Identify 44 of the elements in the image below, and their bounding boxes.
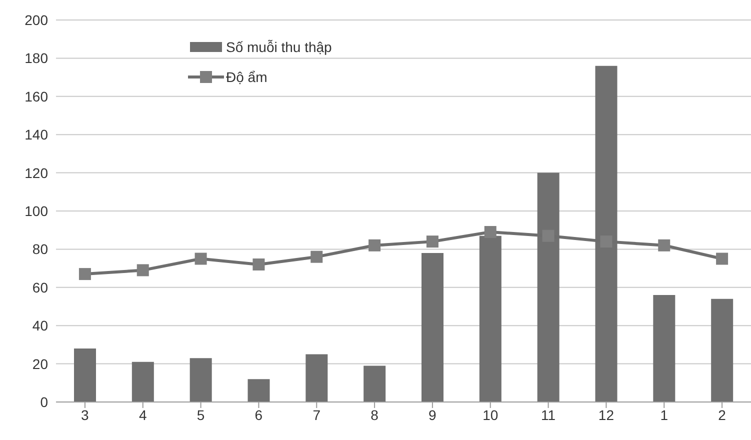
y-tick-label: 80 — [32, 241, 48, 258]
y-tick-label: 20 — [32, 356, 48, 372]
bar — [248, 379, 270, 402]
point — [252, 258, 265, 270]
x-tick-label: 2 — [718, 406, 726, 423]
point — [136, 264, 149, 276]
bar — [422, 253, 444, 402]
bar — [190, 358, 212, 402]
point — [310, 250, 323, 263]
point — [484, 226, 496, 238]
bar — [711, 298, 734, 402]
x-tick-label: 12 — [598, 406, 614, 423]
bar — [364, 366, 386, 402]
legend-label: Số muỗi thu thập — [226, 39, 332, 55]
y-tick-label: 180 — [24, 50, 48, 66]
y-tick-label: 0 — [40, 394, 48, 410]
x-tick-label: 9 — [428, 406, 437, 423]
x-tick-label: 8 — [370, 406, 379, 423]
x-tick-label: 7 — [312, 406, 321, 423]
y-tick-label: 40 — [32, 318, 48, 334]
bar — [132, 362, 154, 402]
x-tick-label: 6 — [254, 406, 263, 423]
point — [658, 239, 670, 252]
x-tick-label: 1 — [660, 406, 668, 423]
y-tick-label: 100 — [24, 202, 48, 219]
x-tick-label: 11 — [541, 406, 556, 423]
x-tick-label: 3 — [81, 406, 90, 423]
legend-label: Độ ẩm — [226, 69, 268, 85]
x-tick-label: 5 — [196, 406, 205, 423]
bar — [306, 354, 328, 402]
y-tick-label: 140 — [24, 126, 48, 143]
point — [78, 268, 91, 280]
bar — [74, 348, 96, 402]
point — [426, 236, 438, 248]
bar — [653, 295, 676, 402]
y-tick-label: 200 — [24, 12, 48, 28]
point — [368, 239, 381, 252]
x-tick-label: 10 — [482, 406, 498, 423]
y-tick-label: 160 — [24, 88, 48, 104]
x-tick-label: 4 — [138, 406, 147, 423]
y-tick-label: 120 — [24, 164, 48, 181]
point — [716, 252, 728, 265]
point — [194, 252, 207, 265]
y-tick-label: 60 — [32, 279, 48, 296]
